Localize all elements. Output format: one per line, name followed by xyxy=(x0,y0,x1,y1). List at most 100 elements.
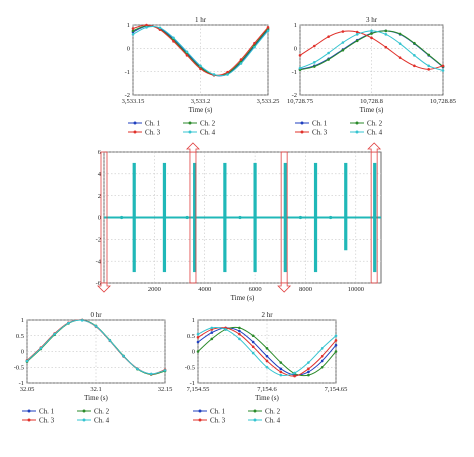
data-point-ch4 xyxy=(334,334,338,338)
x-tick-label: 32.15 xyxy=(158,386,173,393)
arrow-up-3hr xyxy=(367,142,382,153)
data-point-ch3 xyxy=(327,35,330,38)
data-point-ch4 xyxy=(441,69,445,72)
data-point-ch1 xyxy=(251,340,255,344)
legend-marker-ch3 xyxy=(300,130,304,134)
data-point-ch4 xyxy=(251,351,255,355)
y-tick-label: 1 xyxy=(192,317,195,324)
data-point-ch4 xyxy=(307,361,310,364)
legend-label-ch3: Ch. 3 xyxy=(39,416,55,424)
legend-marker-ch3 xyxy=(198,418,202,422)
data-point-ch4 xyxy=(341,41,345,44)
x-tick-label: 10,728.85 xyxy=(430,98,456,105)
data-point-ch3 xyxy=(185,54,189,57)
legend-label-ch2: Ch. 2 xyxy=(265,407,281,415)
y-tick-label: 0.5 xyxy=(16,333,24,340)
legend-label-ch4: Ch. 4 xyxy=(94,416,110,424)
data-point-ch4 xyxy=(384,33,388,36)
data-point-ch4 xyxy=(67,321,70,325)
data-point-ch1 xyxy=(334,343,338,347)
data-point-ch3 xyxy=(145,23,148,27)
legend-marker-ch1 xyxy=(300,121,304,125)
data-point-ch3 xyxy=(196,336,200,339)
data-point-ch2 xyxy=(370,32,373,35)
data-point-ch3 xyxy=(266,26,270,29)
data-point-ch4 xyxy=(355,33,359,36)
legend-marker-ch4 xyxy=(188,130,192,134)
y-tick-label: 0.5 xyxy=(187,333,195,340)
data-point-ch4 xyxy=(122,354,125,358)
data-point-ch3 xyxy=(239,58,243,61)
y-tick-label: -1 xyxy=(19,380,24,387)
signal-spike xyxy=(223,162,227,273)
signal-blip xyxy=(329,215,333,220)
x-tick-label: 7,154.55 xyxy=(187,386,210,393)
data-point-ch1 xyxy=(307,370,310,374)
data-point-ch1 xyxy=(196,340,200,344)
data-point-ch4 xyxy=(239,62,243,65)
data-point-ch4 xyxy=(293,371,296,375)
data-point-ch2 xyxy=(313,65,316,68)
data-point-ch3 xyxy=(427,68,431,71)
legend-marker-ch3 xyxy=(133,130,137,134)
signal-spike xyxy=(283,162,287,273)
data-point-ch4 xyxy=(226,73,229,76)
data-point-ch3 xyxy=(293,374,296,378)
y-tick-label: 6 xyxy=(98,149,102,156)
data-point-ch4 xyxy=(279,373,283,377)
data-point-ch3 xyxy=(384,45,388,49)
y-tick-label: -1 xyxy=(125,69,130,76)
data-point-ch3 xyxy=(370,36,373,40)
data-point-ch2 xyxy=(238,326,241,330)
data-point-ch4 xyxy=(327,51,330,55)
data-point-ch2 xyxy=(265,347,269,350)
signal-spike xyxy=(193,162,197,273)
legend-marker-ch2 xyxy=(253,409,257,413)
data-point-ch4 xyxy=(145,26,148,29)
data-point-ch4 xyxy=(413,54,416,57)
data-point-ch1 xyxy=(320,359,324,363)
legend-marker-ch1 xyxy=(27,409,31,413)
signal-spike xyxy=(344,162,348,251)
y-tick-label: 4 xyxy=(98,171,102,178)
x-tick-label: 10,728.75 xyxy=(287,98,313,105)
legend-marker-ch3 xyxy=(27,418,31,422)
data-point-ch2 xyxy=(341,48,345,52)
data-point-ch4 xyxy=(149,372,153,376)
x-tick-label: 7,154.65 xyxy=(325,386,348,393)
legend-marker-ch2 xyxy=(188,121,192,125)
data-point-ch2 xyxy=(398,32,402,36)
data-point-ch2 xyxy=(334,350,338,353)
data-point-ch4 xyxy=(94,325,98,328)
data-point-ch3 xyxy=(158,28,162,31)
x-tick-label: 10,728.8 xyxy=(360,98,383,105)
legend-marker-ch1 xyxy=(133,121,137,125)
x-tick-label: 4000 xyxy=(198,286,211,293)
y-tick-label: -0.5 xyxy=(14,364,24,371)
data-point-ch4 xyxy=(212,73,216,76)
legend-label-ch2: Ch. 2 xyxy=(94,407,110,415)
x-tick-label: 32.05 xyxy=(20,386,35,393)
data-point-ch4 xyxy=(210,326,214,330)
data-point-ch4 xyxy=(320,347,324,350)
x-tick-label: 10000 xyxy=(348,286,364,293)
data-point-ch4 xyxy=(298,66,302,70)
data-point-ch1 xyxy=(265,354,269,358)
data-point-ch3 xyxy=(441,64,445,68)
data-point-ch3 xyxy=(172,40,175,43)
arrow-down-0hr xyxy=(97,282,111,293)
data-point-ch4 xyxy=(108,339,112,342)
data-point-ch1 xyxy=(279,367,283,371)
y-tick-label: -1 xyxy=(190,380,195,387)
x-axis-label: Time (s) xyxy=(255,394,279,402)
data-point-ch3 xyxy=(238,332,241,336)
data-point-ch4 xyxy=(253,45,256,49)
data-point-ch3 xyxy=(320,354,324,358)
data-point-ch2 xyxy=(131,29,135,33)
legend-marker-ch2 xyxy=(82,409,86,413)
data-point-ch1 xyxy=(238,329,241,333)
subplot-title: 0 hr xyxy=(90,311,102,319)
arrow-down-2hr xyxy=(277,282,292,293)
data-point-ch2 xyxy=(327,58,330,61)
